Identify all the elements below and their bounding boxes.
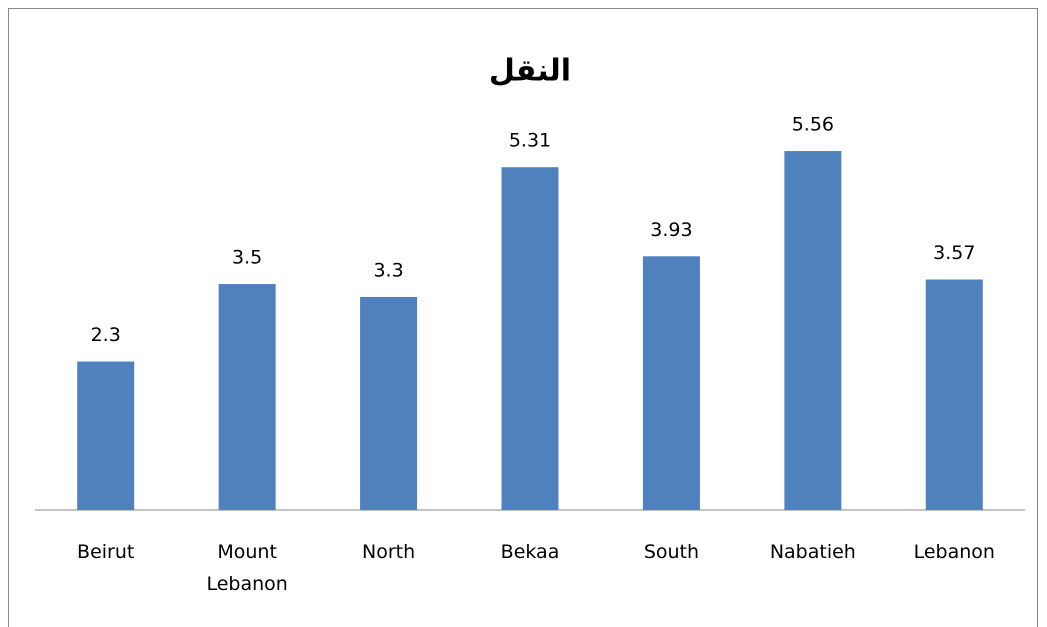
chart-title: النقل bbox=[489, 54, 571, 89]
data-label: 5.56 bbox=[792, 114, 834, 136]
bar bbox=[784, 151, 842, 510]
bar bbox=[925, 279, 983, 510]
bar bbox=[501, 167, 559, 511]
x-tick-label: Beirut bbox=[77, 541, 135, 563]
data-label: 3.93 bbox=[650, 219, 692, 241]
bar bbox=[360, 296, 418, 510]
data-label: 5.31 bbox=[509, 130, 551, 152]
chart-frame bbox=[8, 8, 1038, 627]
bar bbox=[77, 361, 135, 510]
x-tick-label: Nabatieh bbox=[769, 541, 856, 563]
data-label: 3.5 bbox=[232, 247, 262, 269]
data-label: 3.3 bbox=[373, 259, 403, 281]
x-tick-label: Bekaa bbox=[500, 541, 560, 563]
bar bbox=[218, 284, 276, 510]
x-tick-label: Mount Lebanon bbox=[206, 541, 288, 595]
x-tick-label: Lebanon bbox=[913, 541, 995, 563]
bar bbox=[642, 256, 700, 510]
x-tick-label: North bbox=[361, 541, 416, 563]
data-label: 2.3 bbox=[91, 324, 121, 346]
data-label: 3.57 bbox=[933, 242, 975, 264]
x-tick-label: South bbox=[643, 541, 700, 563]
